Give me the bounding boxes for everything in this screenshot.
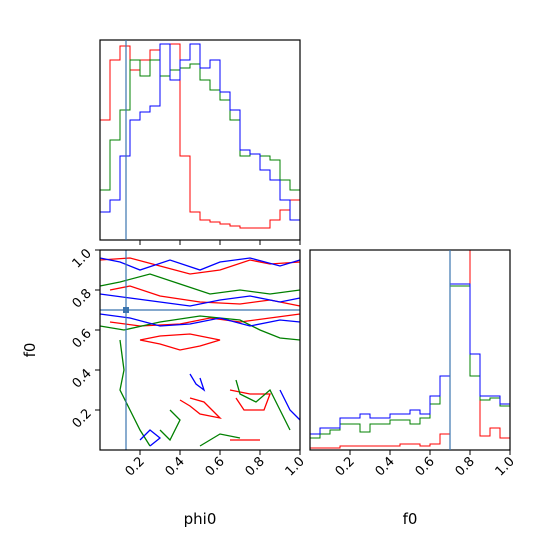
contour-green-0: [99, 273, 301, 295]
truth-marker: [123, 307, 129, 313]
x-axis-label-f0: f0: [403, 510, 418, 528]
contour-red-0: [99, 257, 301, 275]
contour-red-4: [179, 397, 222, 420]
x-tick-label: 0.8: [453, 454, 478, 479]
x-tick-label: 0.6: [203, 454, 228, 479]
x-tick-label: 1.0: [283, 454, 308, 479]
panel-frame: [309, 249, 511, 451]
y-tick-label: 0.2: [70, 406, 95, 431]
x-tick-label: 0.2: [333, 454, 358, 479]
x-tick-label: 0.4: [373, 454, 398, 479]
contour-green-3: [159, 409, 181, 442]
panel-frame: [99, 39, 301, 241]
hist-f0-red-series: [310, 249, 510, 449]
panel-contour-phi0-f0: 0.2 0.4 0.6 0.8 1.0 0.2 0.4 0.6 0.8 1.0: [70, 246, 308, 479]
y-tick-label: 1.0: [70, 246, 95, 271]
contour-blue-1: [99, 293, 301, 307]
x-tick-label: 1.0: [493, 454, 518, 479]
panel-histogram-f0: 0.2 0.4 0.6 0.8 1.0: [309, 249, 518, 479]
panel-frame: [99, 249, 301, 451]
contour-red-3: [139, 333, 221, 351]
x-tick-label: 0.6: [413, 454, 438, 479]
hist-phi0-green-series: [100, 59, 300, 191]
contour-green-2: [119, 339, 151, 447]
contour-blue-4: [139, 429, 162, 447]
y-tick-label: 0.8: [70, 286, 95, 311]
x-axis-label-phi0: phi0: [184, 510, 217, 528]
contour-green-5: [199, 433, 241, 447]
contour-blue-0: [99, 257, 301, 271]
y-tick-label: 0.6: [70, 326, 95, 351]
contour-red-5: [229, 389, 271, 411]
contour-green-4: [235, 379, 291, 431]
contour-blue-3: [189, 373, 206, 392]
contour-blue-5: [279, 389, 301, 421]
x-tick-label: 0.4: [163, 454, 188, 479]
hist-phi0-blue-series: [100, 43, 300, 221]
y-tick-label: 0.4: [70, 366, 95, 391]
x-tick-label: 0.8: [243, 454, 268, 479]
contour-blue-2: [99, 313, 301, 327]
panel-histogram-phi0: [99, 39, 301, 245]
x-tick-label: 0.2: [123, 454, 148, 479]
y-axis-label-f0: f0: [21, 343, 39, 358]
hist-f0-blue-series: [310, 283, 510, 435]
